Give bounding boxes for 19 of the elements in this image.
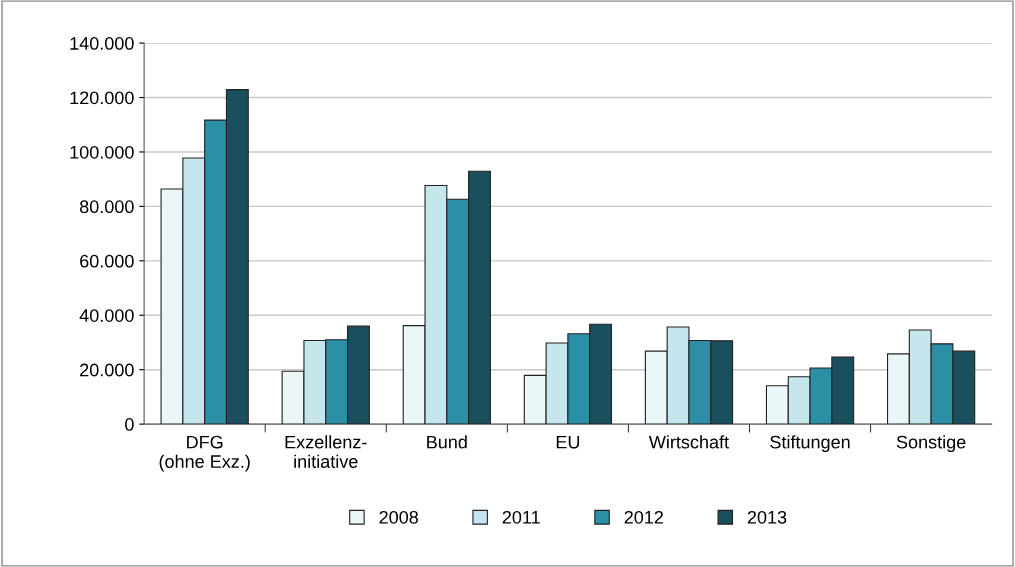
y-tick-label: 120.000 [70, 91, 134, 105]
legend-label: 2013 [747, 510, 787, 524]
x-tick-label: Exzellenz- initiative [285, 435, 367, 468]
y-tick-label: 60.000 [80, 254, 134, 268]
x-tick-label: Sonstige [896, 435, 966, 453]
y-tick-label: 80.000 [79, 200, 134, 214]
legend-label: 2012 [624, 510, 663, 524]
legend-label: 2011 [502, 510, 540, 524]
y-tick-label: 100.000 [70, 145, 134, 159]
y-tick-label: 140.000 [70, 37, 134, 50]
y-tick-label: 0 [125, 418, 134, 431]
x-tick-label: Stiftungen [770, 435, 850, 453]
x-tick-label: EU [556, 435, 580, 449]
legend-label: 2008 [379, 510, 418, 524]
x-tick-label: DFG (ohne Exz.) [159, 435, 250, 472]
y-tick-label: 40.000 [79, 309, 134, 322]
y-tick-label: 20.000 [80, 363, 134, 377]
x-tick-label: Bund [427, 435, 467, 449]
x-tick-label: Wirtschaft [648, 435, 729, 449]
